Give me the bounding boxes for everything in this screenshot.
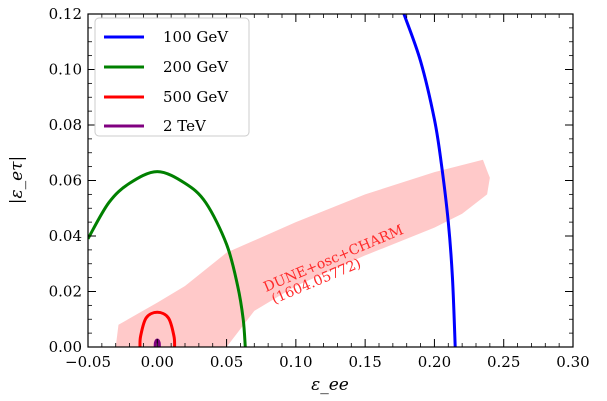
y-tick-label: 0.12: [49, 5, 82, 23]
y-tick-label: 0.06: [49, 172, 82, 190]
series-layer: [88, 14, 457, 347]
x-tick-label: 0.30: [556, 353, 589, 371]
legend: 100 GeV 200 GeV 500 GeV 2 TeV: [94, 17, 250, 137]
legend-label-2tev: 2 TeV: [163, 117, 207, 135]
y-tick-label: 0.08: [49, 116, 82, 134]
x-tick-label: 0.10: [279, 353, 312, 371]
x-axis-label: ε_ee: [311, 375, 349, 395]
x-tick-label: 0.25: [487, 353, 520, 371]
legend-label-200gev: 200 GeV: [163, 58, 229, 76]
curve-200gev: [88, 170, 247, 347]
x-tick-label: 0.05: [210, 353, 243, 371]
tick-layer: −0.05 0.00 0.05 0.10 0.15 0.20 0.25 0.300.000.0…: [49, 5, 590, 371]
y-tick-label: 0.02: [49, 283, 82, 301]
allowed-region-0: [115, 159, 490, 347]
curve-500gev: [138, 310, 177, 347]
curve-100gev: [402, 14, 457, 347]
x-tick-label: 0.15: [348, 353, 381, 371]
x-tick-label: 0.00: [141, 353, 174, 371]
legend-label-500gev: 500 GeV: [163, 88, 229, 106]
y-tick-label: 0.10: [49, 61, 82, 79]
legend-box: [94, 17, 250, 137]
x-tick-label: 0.20: [418, 353, 451, 371]
region-layer: [115, 159, 490, 347]
y-tick-label: 0.00: [49, 338, 82, 356]
x-tick-label: −0.05: [65, 353, 111, 371]
legend-label-100gev: 100 GeV: [163, 28, 229, 46]
y-axis-label: |ε_eτ|: [7, 156, 27, 205]
y-tick-label: 0.04: [49, 227, 82, 245]
